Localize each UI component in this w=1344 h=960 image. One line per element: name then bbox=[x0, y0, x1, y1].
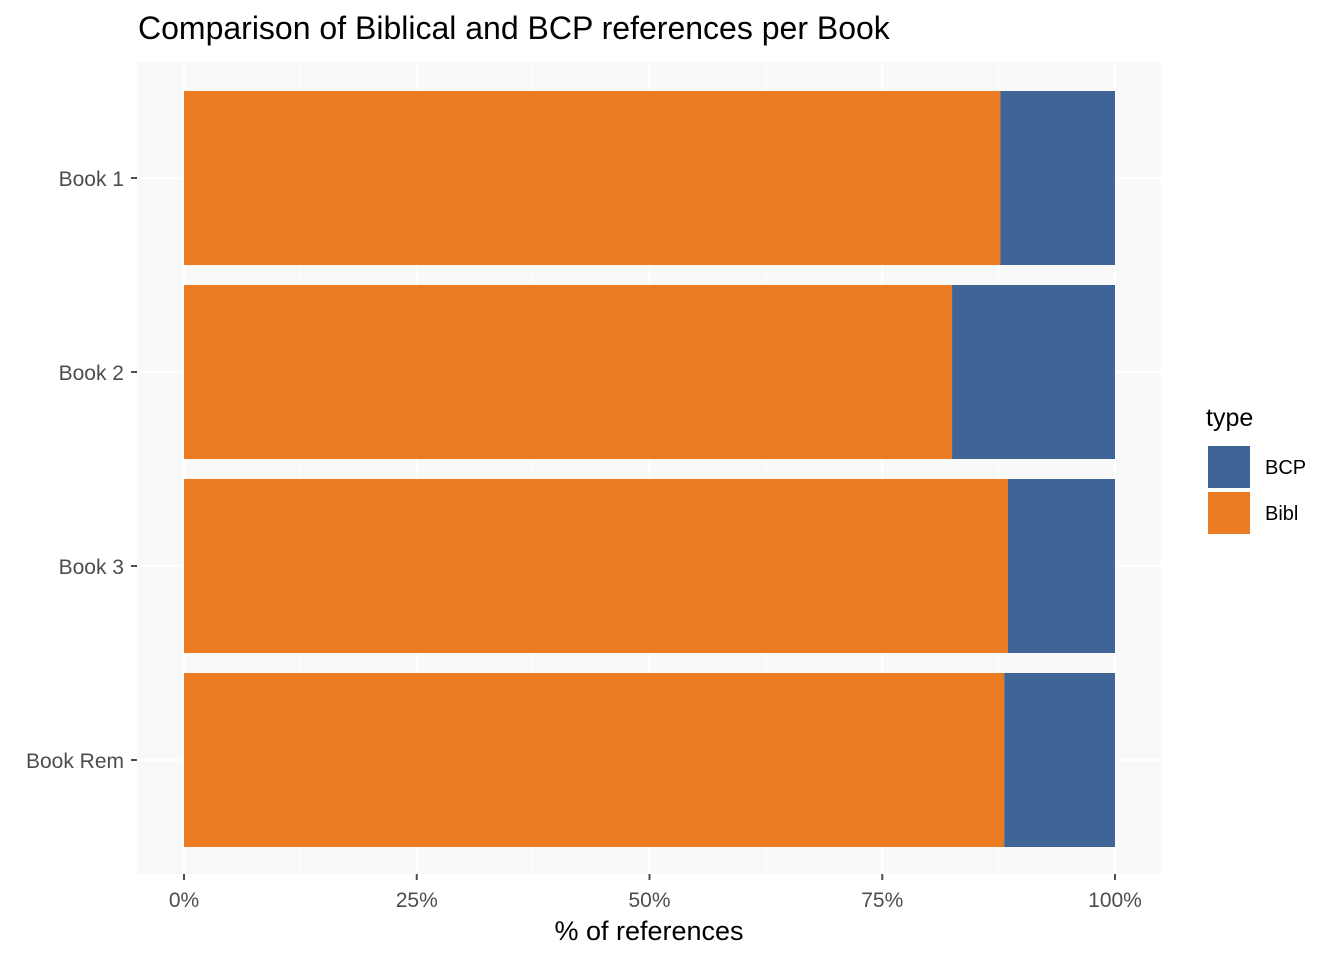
x-tick-label: 0% bbox=[169, 889, 199, 912]
bar-bcp-book-rem bbox=[1004, 673, 1115, 847]
bars bbox=[184, 91, 1115, 847]
legend-key-bibl bbox=[1208, 492, 1250, 534]
legend-title: type bbox=[1206, 404, 1253, 432]
bar-bcp-book-3 bbox=[1007, 479, 1115, 653]
bar-bcp-book-2 bbox=[952, 285, 1115, 459]
legend-label-bcp: BCP bbox=[1265, 457, 1306, 479]
legend-key-bcp bbox=[1208, 446, 1250, 488]
bar-bibl-book-3 bbox=[184, 479, 1008, 653]
bar-bibl-book-1 bbox=[184, 91, 1001, 265]
legend: type BCP Bibl bbox=[1206, 404, 1306, 534]
bar-bcp-book-1 bbox=[1000, 91, 1115, 265]
x-tick-label: 100% bbox=[1088, 889, 1142, 912]
y-tick-label: Book 2 bbox=[59, 362, 124, 385]
y-axis: Book 1 Book 2 Book 3 Book Rem bbox=[26, 168, 137, 773]
bar-bibl-book-2 bbox=[184, 285, 953, 459]
x-tick-label: 50% bbox=[628, 889, 670, 912]
y-tick-label: Book Rem bbox=[26, 750, 124, 773]
legend-label-bibl: Bibl bbox=[1265, 503, 1298, 525]
y-tick-label: Book 3 bbox=[59, 556, 124, 579]
chart-title: Comparison of Biblical and BCP reference… bbox=[138, 10, 891, 46]
x-axis: 0% 25% 50% 75% 100% bbox=[169, 874, 1142, 912]
y-tick-label: Book 1 bbox=[59, 168, 124, 191]
x-axis-title: % of references bbox=[554, 916, 743, 946]
bar-bibl-book-rem bbox=[184, 673, 1005, 847]
x-tick-label: 25% bbox=[396, 889, 438, 912]
x-tick-label: 75% bbox=[861, 889, 903, 912]
